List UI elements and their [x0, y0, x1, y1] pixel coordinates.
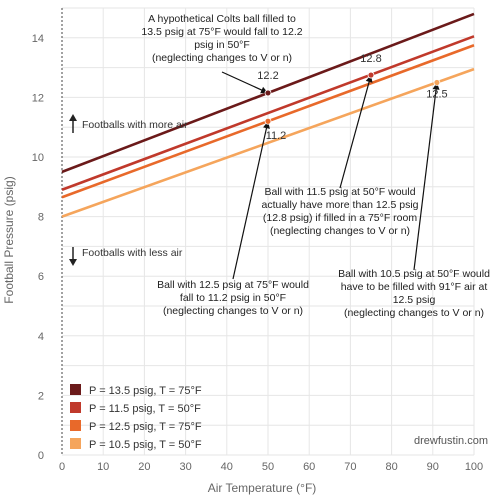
annotation-line: (neglecting changes to V or n)	[163, 305, 303, 317]
legend-label-0: P = 13.5 psig, T = 75°F	[89, 385, 202, 397]
legend-label-3: P = 10.5 psig, T = 50°F	[89, 439, 202, 451]
annotation-line: Ball with 10.5 psig at 50°F would	[338, 268, 490, 280]
data-point-3	[433, 79, 441, 86]
data-point-1	[367, 71, 375, 79]
annotation-1: Ball with 11.5 psig at 50°F would actuall…	[261, 186, 418, 237]
annotation-line: (neglecting changes to V or n)	[344, 307, 484, 319]
less-air-indicator: Footballs with less air	[69, 247, 183, 266]
x-tick-label: 100	[465, 461, 483, 473]
annotation-line: fall to 11.2 psig in 50°F	[180, 292, 286, 304]
leader-line-2	[232, 121, 269, 280]
x-tick-label: 90	[427, 461, 439, 473]
data-point-2	[264, 117, 272, 125]
point-label-0: 12.2	[257, 70, 278, 82]
x-tick-label: 60	[303, 461, 315, 473]
y-tick-label: 10	[32, 152, 44, 164]
annotation-line: have to be filled with 91°F air at	[341, 281, 488, 293]
x-tick-label: 40	[221, 461, 233, 473]
leader-line-1	[339, 74, 372, 189]
annotation-line: (neglecting changes to V or n)	[152, 52, 292, 64]
annotation-line: 13.5 psig at 75°F would fall to 12.2	[141, 26, 302, 38]
x-tick-label: 20	[138, 461, 150, 473]
annotation-line: actually have more than 12.5 psig	[261, 199, 418, 211]
annotation-line: 12.5 psig	[393, 294, 436, 306]
y-tick-label: 0	[38, 450, 44, 462]
y-tick-label: 6	[38, 271, 44, 283]
x-axis-label: Air Temperature (°F)	[208, 481, 317, 495]
leader-line-0	[221, 71, 269, 94]
x-tick-label: 70	[344, 461, 356, 473]
leader-arrowhead-3	[432, 82, 440, 90]
annotation-line: A hypothetical Colts ball filled to	[148, 13, 296, 25]
legend-swatch-1	[70, 402, 81, 413]
point-label-3: 12.5	[426, 89, 447, 101]
annotation-line: (12.8 psig) if filled in a 75°F room	[263, 212, 417, 224]
x-tick-label: 30	[179, 461, 191, 473]
x-tick-label: 0	[59, 461, 65, 473]
y-tick-label: 2	[38, 390, 44, 402]
more-air-label: Footballs with more air	[82, 119, 188, 131]
annotation-line: psig in 50°F	[194, 39, 250, 51]
axis-layer: 0 10 20 30 40 50 60 70 80 90 100 0 2 4 6 8 10 12 14	[32, 8, 483, 473]
annotation-0: A hypothetical Colts ball filled to 13.5 …	[141, 13, 302, 64]
annotation-line: (neglecting changes to V or n)	[270, 225, 410, 237]
legend-layer: P = 13.5 psig, T = 75°F P = 11.5 psig, T …	[70, 384, 202, 451]
legend-swatch-0	[70, 384, 81, 395]
annotation-line: Ball with 11.5 psig at 50°F would	[264, 186, 415, 198]
series-line-3	[61, 67, 475, 218]
less-air-label: Footballs with less air	[82, 247, 183, 259]
credit-text: drewfustin.com	[414, 435, 488, 447]
series-line-1	[61, 35, 475, 191]
x-tick-label: 50	[262, 461, 274, 473]
legend-label-2: P = 12.5 psig, T = 75°F	[89, 421, 202, 433]
leader-layer	[221, 71, 440, 280]
y-tick-label: 8	[38, 212, 44, 224]
more-air-indicator: Footballs with more air	[69, 114, 188, 133]
legend-label-1: P = 11.5 psig, T = 50°F	[89, 403, 201, 415]
legend-swatch-3	[70, 438, 81, 449]
legend-swatch-2	[70, 420, 81, 431]
x-tick-label: 10	[97, 461, 109, 473]
point-label-2: 11.2	[266, 130, 287, 142]
point-layer: 12.2 12.8 11.2 12.5	[257, 53, 447, 142]
leader-line-3	[413, 82, 438, 271]
data-point-0	[264, 89, 272, 97]
y-axis-label: Football Pressure (psig)	[2, 176, 16, 303]
y-tick-label: 4	[38, 331, 44, 343]
annotation-3: Ball with 10.5 psig at 50°F would have to…	[338, 268, 490, 319]
up-arrow-icon	[69, 114, 77, 133]
y-tick-label: 12	[32, 92, 44, 104]
grid-layer	[62, 7, 475, 456]
x-tick-label: 80	[385, 461, 397, 473]
annotation-2: Ball with 12.5 psig at 75°F would fall to…	[157, 279, 309, 317]
y-tick-label: 14	[32, 33, 44, 45]
annotation-layer: A hypothetical Colts ball filled to 13.5 …	[141, 13, 490, 319]
point-label-1: 12.8	[360, 53, 381, 65]
down-arrow-icon	[69, 247, 77, 266]
annotation-line: Ball with 12.5 psig at 75°F would	[157, 279, 309, 291]
